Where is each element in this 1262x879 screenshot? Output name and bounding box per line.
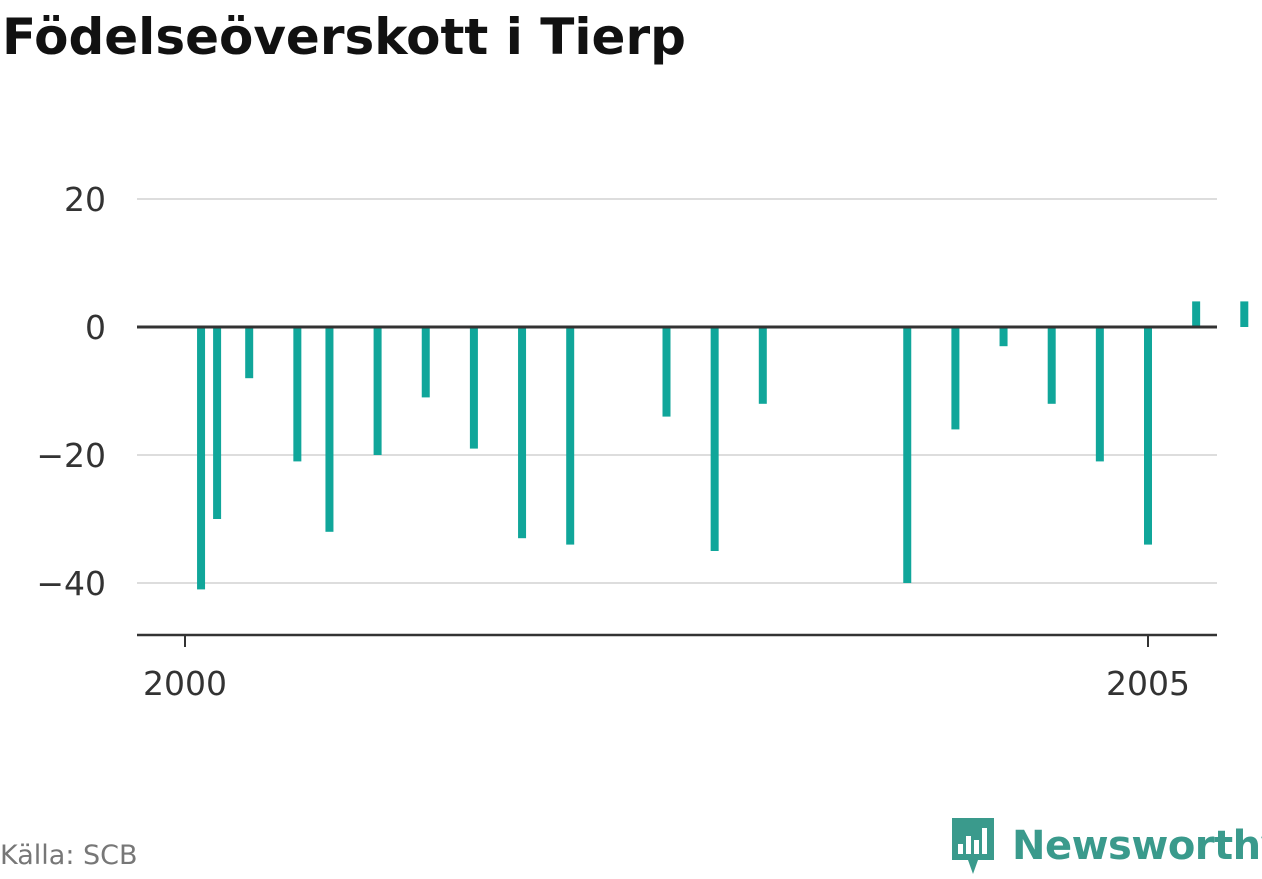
bar xyxy=(710,327,719,551)
x-tick-label: 2000 xyxy=(143,664,227,703)
brand-name: Newsworthy xyxy=(1012,823,1262,869)
bar xyxy=(293,327,302,462)
bar-chart-speech-bubble-icon xyxy=(952,818,994,874)
bar xyxy=(373,327,382,455)
bar xyxy=(245,327,254,379)
newsworthy-logo[interactable]: Newsworthy xyxy=(948,816,1262,876)
bar xyxy=(213,327,222,519)
y-tick-label: 0 xyxy=(85,308,106,347)
bar xyxy=(1240,301,1249,327)
bar xyxy=(518,327,527,539)
source-note: Källa: SCB xyxy=(0,840,138,871)
bar xyxy=(566,327,575,545)
bar xyxy=(758,327,767,404)
bar xyxy=(999,327,1008,347)
y-tick-label: −40 xyxy=(36,564,106,603)
chart-title: Födelseöverskott i Tierp xyxy=(2,8,686,66)
bar xyxy=(1192,301,1201,327)
bar xyxy=(421,327,430,398)
y-tick-label: 20 xyxy=(64,180,106,219)
x-tick-label: 2005 xyxy=(1106,664,1190,703)
bar xyxy=(197,327,206,590)
y-tick-label: −20 xyxy=(36,436,106,475)
bar xyxy=(662,327,671,417)
bar xyxy=(951,327,960,430)
bar xyxy=(325,327,334,532)
bar xyxy=(903,327,912,583)
bar xyxy=(1144,327,1152,545)
bar xyxy=(1047,327,1056,404)
bar xyxy=(469,327,478,449)
bar xyxy=(1095,327,1104,462)
